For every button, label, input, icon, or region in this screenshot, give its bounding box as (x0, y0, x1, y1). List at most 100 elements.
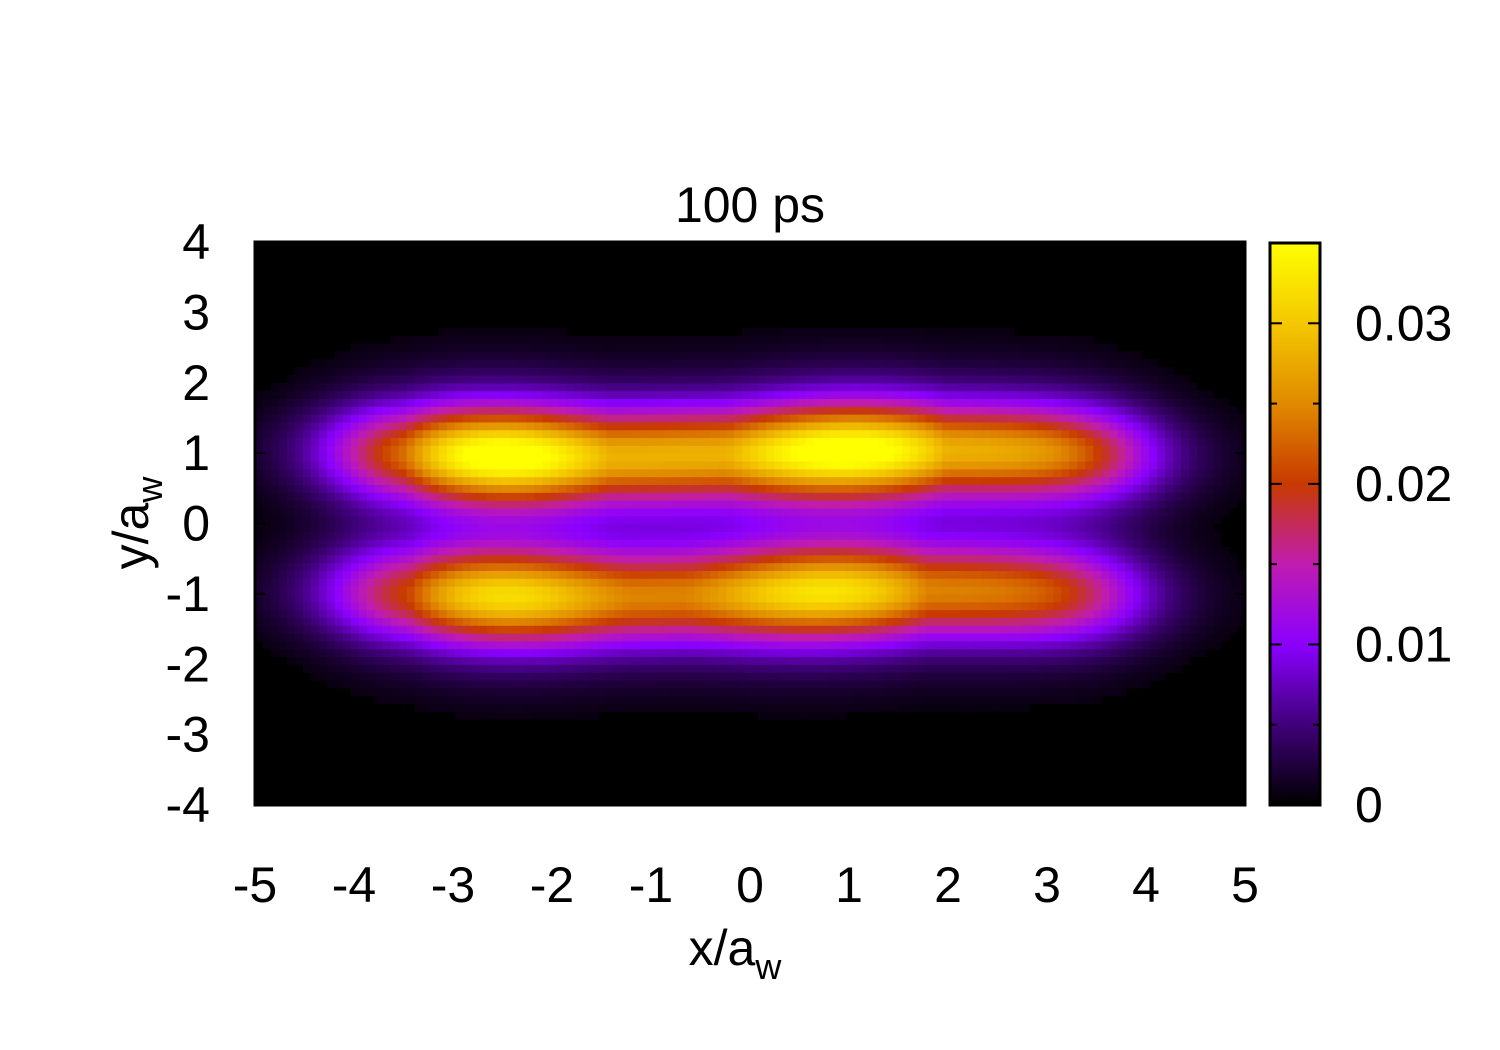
heatmap-cell (781, 601, 791, 611)
heatmap-cell (398, 687, 408, 697)
heatmap-cell (1133, 539, 1142, 548)
heatmap-cell (526, 539, 536, 548)
heatmap-cell (494, 390, 504, 399)
heatmap-cell (1069, 500, 1078, 509)
heatmap-cell (1013, 484, 1023, 493)
heatmap-cell (789, 609, 799, 618)
heatmap-cell (765, 570, 775, 579)
heatmap-cell (334, 390, 344, 399)
heatmap-cell (1085, 562, 1094, 572)
heatmap-cell (726, 429, 735, 439)
heatmap-cell (294, 445, 304, 454)
heatmap-cell (750, 531, 759, 540)
heatmap-cell (989, 687, 999, 697)
heatmap-cell (1021, 656, 1031, 665)
heatmap-cell (718, 578, 727, 587)
heatmap-cell (542, 593, 551, 603)
heatmap-cell (893, 382, 903, 392)
heatmap-cell (318, 672, 328, 681)
heatmap-cell (861, 468, 871, 478)
heatmap-cell (1053, 609, 1062, 618)
heatmap-cell (1005, 695, 1015, 704)
heatmap-cell (702, 406, 711, 415)
heatmap-cell (861, 554, 871, 564)
heatmap-cell (510, 429, 520, 439)
heatmap-cell (318, 562, 328, 572)
heatmap-cell (558, 554, 567, 564)
heatmap-cell (590, 562, 599, 572)
heatmap-cell (781, 429, 791, 439)
heatmap-cell (694, 421, 703, 431)
heatmap-cell (510, 632, 520, 642)
heatmap-cell (965, 562, 975, 572)
heatmap-cell (1005, 593, 1015, 603)
heatmap-cell (478, 578, 488, 587)
heatmap-cell (925, 593, 935, 603)
heatmap-cell (566, 664, 575, 673)
heatmap-cell (526, 672, 536, 681)
heatmap-cell (574, 453, 583, 462)
heatmap-cell (294, 390, 304, 399)
heatmap-cell (470, 570, 480, 579)
heatmap-cell (598, 484, 607, 493)
heatmap-cell (438, 687, 448, 697)
heatmap-cell (742, 609, 751, 618)
heatmap-cell (342, 414, 352, 423)
heatmap-cell (981, 414, 991, 423)
heatmap-cell (718, 695, 727, 704)
heatmap-cell (430, 586, 440, 595)
heatmap-cell (1069, 429, 1078, 439)
heatmap-cell (925, 546, 935, 556)
heatmap-cell (518, 460, 528, 470)
heatmap-cell (965, 382, 975, 392)
heatmap-cell (957, 625, 967, 634)
heatmap-cell (374, 484, 384, 493)
heatmap-cell (1213, 421, 1222, 431)
heatmap-cell (805, 468, 815, 478)
heatmap-cell (590, 500, 599, 509)
heatmap-cell (670, 664, 679, 673)
heatmap-cell (478, 625, 488, 634)
heatmap-cell (941, 382, 951, 392)
heatmap-cell (1005, 609, 1015, 618)
heatmap-cell (893, 687, 903, 697)
heatmap-cell (1189, 648, 1198, 658)
heatmap-cell (1181, 515, 1190, 525)
heatmap-cell (1037, 656, 1046, 665)
heatmap-cell (382, 593, 392, 603)
heatmap-cell (318, 578, 328, 587)
heatmap-cell (462, 586, 472, 595)
heatmap-cell (358, 601, 368, 611)
heatmap-cell (310, 539, 320, 548)
heatmap-cell (765, 578, 775, 587)
heatmap-cell (478, 500, 488, 509)
heatmap-cell (255, 578, 264, 587)
heatmap-cell (757, 609, 767, 618)
heatmap-cell (470, 484, 480, 493)
heatmap-cell (438, 507, 448, 517)
heatmap-cell (1109, 414, 1118, 423)
heatmap-cell (342, 500, 352, 509)
heatmap-cell (310, 570, 320, 579)
heatmap-cell (1069, 414, 1078, 423)
heatmap-cell (382, 570, 392, 579)
heatmap-cell (837, 656, 847, 665)
heatmap-cell (374, 453, 384, 462)
heatmap-cell (837, 695, 847, 704)
heatmap-cell (837, 507, 847, 517)
heatmap-cell (773, 429, 783, 439)
heatmap-cell (646, 609, 655, 618)
heatmap-cell (901, 398, 911, 407)
heatmap-cell (510, 492, 520, 501)
heatmap-cell (1133, 515, 1142, 525)
heatmap-cell (933, 531, 943, 540)
heatmap-cell (550, 445, 559, 454)
heatmap-cell (1197, 554, 1206, 564)
heatmap-cell (670, 546, 679, 556)
heatmap-cell (805, 421, 815, 431)
heatmap-cell (773, 476, 783, 485)
heatmap-cell (422, 648, 432, 658)
heatmap-cell (598, 500, 607, 509)
heatmap-cell (454, 570, 464, 579)
heatmap-cell (1141, 625, 1150, 634)
